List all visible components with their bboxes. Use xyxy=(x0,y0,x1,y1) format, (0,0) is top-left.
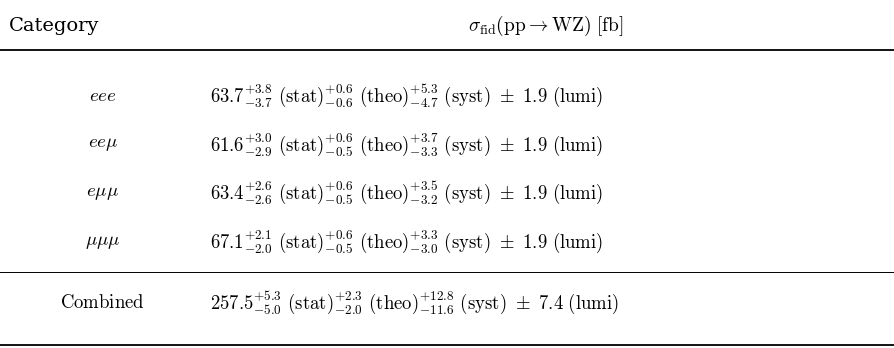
Text: $ee\mu$: $ee\mu$ xyxy=(88,135,118,153)
Text: $e\mu\mu$: $e\mu\mu$ xyxy=(87,184,119,202)
Text: $\mathrm{Combined}$: $\mathrm{Combined}$ xyxy=(61,294,145,312)
Text: $61.6^{+3.0}_{-2.9}$ $\mathrm{(stat)}$$^{+0.6}_{-0.5}$ $\mathrm{(theo)}$$^{+3.7}: $61.6^{+3.0}_{-2.9}$ $\mathrm{(stat)}$$^… xyxy=(210,131,603,158)
Text: $257.5^{+5.3}_{-5.0}$ $\mathrm{(stat)}$$^{+2.3}_{-2.0}$ $\mathrm{(theo)}$$^{+12.: $257.5^{+5.3}_{-5.0}$ $\mathrm{(stat)}$$… xyxy=(210,290,620,316)
Text: $eee$: $eee$ xyxy=(89,87,116,105)
Text: $\mu\mu\mu$: $\mu\mu\mu$ xyxy=(85,233,121,251)
Text: Category: Category xyxy=(9,17,99,35)
Text: $63.4^{+2.6}_{-2.6}$ $\mathrm{(stat)}$$^{+0.6}_{-0.5}$ $\mathrm{(theo)}$$^{+3.5}: $63.4^{+2.6}_{-2.6}$ $\mathrm{(stat)}$$^… xyxy=(210,180,603,206)
Text: $\sigma_{\mathrm{fid}}(\mathrm{pp} \rightarrow \mathrm{WZ})\ [\mathrm{fb}]$: $\sigma_{\mathrm{fid}}(\mathrm{pp} \righ… xyxy=(468,14,623,38)
Text: $63.7^{+3.8}_{-3.7}$ $\mathrm{(stat)}$$^{+0.6}_{-0.6}$ $\mathrm{(theo)}$$^{+5.3}: $63.7^{+3.8}_{-3.7}$ $\mathrm{(stat)}$$^… xyxy=(210,82,603,109)
Text: $67.1^{+2.1}_{-2.0}$ $\mathrm{(stat)}$$^{+0.6}_{-0.5}$ $\mathrm{(theo)}$$^{+3.3}: $67.1^{+2.1}_{-2.0}$ $\mathrm{(stat)}$$^… xyxy=(210,229,603,255)
